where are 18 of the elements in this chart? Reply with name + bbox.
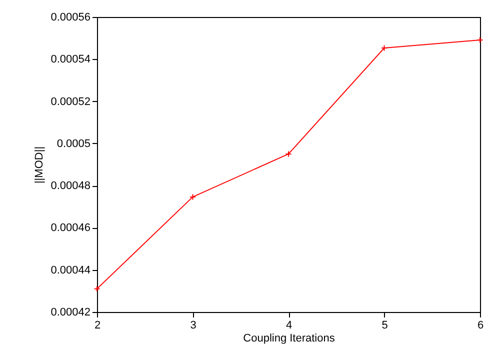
- x-tick-label: 5: [382, 320, 388, 332]
- x-tick-label: 3: [190, 320, 196, 332]
- x-tick-label: 4: [286, 320, 292, 332]
- point: [381, 44, 388, 52]
- y-tick-label: 0.00056: [50, 12, 90, 24]
- y-tick-label: 0.00046: [50, 222, 90, 234]
- y-tick-label: 0.00044: [50, 264, 90, 276]
- x-tick-label: 6: [477, 320, 484, 332]
- point: [190, 194, 196, 200]
- x-axis-title: Coupling Iterations: [243, 332, 336, 344]
- y-tick-label: 0.00042: [50, 306, 90, 318]
- y-tick-label: 0.00054: [50, 54, 90, 66]
- y-tick-label: 0.0005: [56, 138, 90, 150]
- y-axis-title: ||MOD||: [34, 146, 46, 184]
- point: [285, 150, 292, 158]
- y-tick-label: 0.00048: [50, 180, 90, 192]
- x-tick-label: 2: [94, 320, 101, 332]
- y-tick-label: 0.00052: [50, 96, 90, 108]
